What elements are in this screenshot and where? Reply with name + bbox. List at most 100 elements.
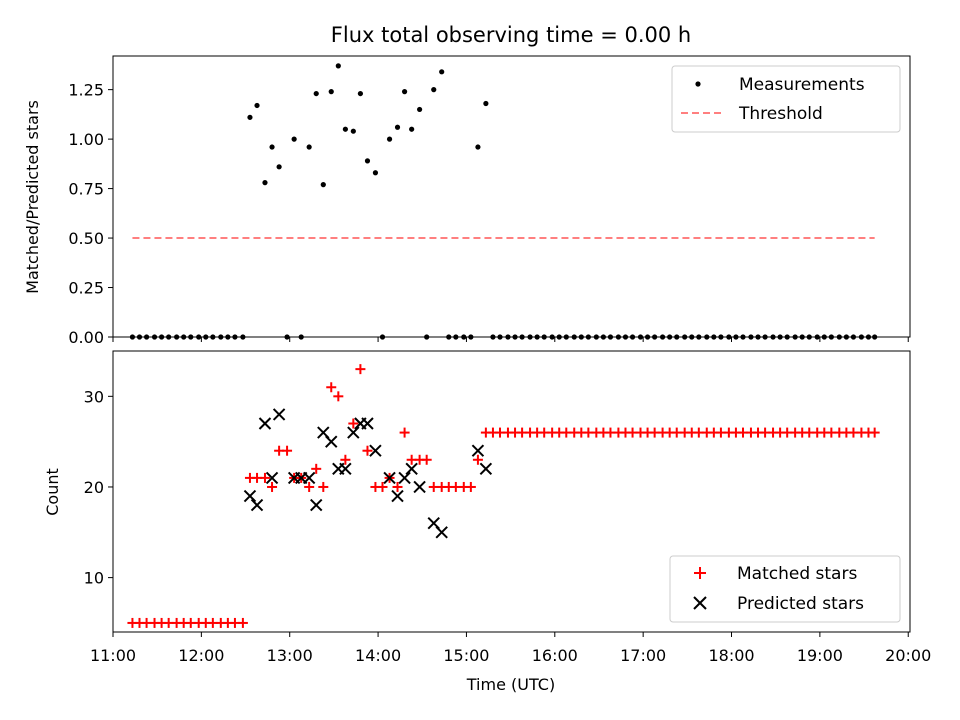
matched-star-point — [318, 481, 329, 492]
predicted-star-point — [265, 471, 279, 485]
matched-star-point — [237, 617, 248, 628]
matched-star-point — [399, 427, 410, 438]
matched-star-point — [304, 481, 315, 492]
bottom-y-tick-label: 20 — [84, 478, 104, 497]
legend-marker-predicted-stars — [693, 596, 707, 610]
measurement-point — [409, 126, 415, 132]
predicted-star-point — [391, 489, 404, 503]
predicted-star-point — [258, 417, 272, 430]
measurement-point — [269, 144, 275, 150]
predicted-star-point — [479, 462, 493, 476]
measurement-point — [357, 90, 364, 97]
predicted-star-point — [471, 444, 485, 457]
matched-star-point — [362, 445, 373, 456]
matched-star-point — [392, 481, 403, 492]
bottom-x-tick-label: 20:00 — [885, 646, 931, 665]
predicted-star-point — [347, 426, 360, 439]
predicted-star-stroke-b — [265, 471, 279, 485]
predicted-star-stroke-b — [339, 462, 352, 476]
top-y-axis-label: Matched/Predicted stars — [23, 100, 42, 294]
matched-star-point — [348, 418, 359, 429]
predicted-star-point — [272, 408, 286, 421]
predicted-star-stroke-b — [398, 471, 411, 485]
predicted-star-stroke-b — [317, 426, 330, 439]
legend-marker-measurements — [695, 81, 701, 87]
bottom-x-tick-label: 18:00 — [708, 646, 754, 665]
measurement-point — [439, 69, 445, 75]
bottom-legend: Matched stars Predicted stars — [669, 555, 901, 623]
legend-label-matched-stars: Matched stars — [737, 564, 857, 584]
predicted-star-stroke-b — [383, 471, 396, 485]
predicted-star-stroke-b — [361, 417, 374, 430]
measurement-point — [262, 180, 268, 186]
top-y-tick-label: 0.50 — [68, 229, 104, 248]
measurement-point — [320, 182, 326, 188]
measurement-point — [350, 128, 356, 134]
matched-star-point — [333, 391, 344, 402]
predicted-star-stroke-b — [302, 471, 316, 485]
predicted-star-stroke-b — [250, 498, 264, 512]
predicted-star-point — [310, 498, 323, 512]
matched-star-point — [259, 472, 270, 483]
measurement-point — [276, 164, 282, 170]
predicted-star-stroke-b — [243, 489, 257, 503]
legend-marker-matched-stars — [694, 567, 706, 579]
bottom-plot-area — [127, 364, 880, 628]
matched-star-point — [355, 364, 366, 375]
measurement-point — [247, 114, 253, 120]
predicted-star-point — [369, 444, 382, 457]
predicted-star-stroke-b — [347, 426, 360, 439]
bottom-x-tick-label: 17:00 — [620, 646, 666, 665]
matched-star-point — [340, 454, 351, 465]
predicted-star-point — [413, 480, 426, 494]
predicted-star-point — [405, 462, 418, 476]
top-y-tick-label: 0.25 — [68, 279, 104, 298]
top-legend: Measurements Threshold — [671, 65, 901, 133]
bottom-x-tick-label: 16:00 — [532, 646, 578, 665]
measurement-point — [254, 102, 260, 109]
predicted-star-point — [250, 498, 264, 512]
bottom-x-axis-label: Time (UTC) — [466, 675, 555, 694]
top-chart-title: Flux total observing time = 0.00 h — [331, 23, 691, 47]
bottom-x-tick-label: 11:00 — [90, 646, 136, 665]
measurement-point — [342, 126, 348, 132]
measurement-point — [328, 89, 334, 95]
measurement-point — [475, 144, 481, 150]
measurement-point — [417, 106, 423, 113]
matched-star-point — [282, 445, 293, 456]
predicted-star-stroke-b — [325, 435, 338, 448]
predicted-star-point — [325, 435, 338, 448]
measurement-point — [401, 89, 408, 95]
matched-star-point — [472, 454, 483, 465]
predicted-star-point — [383, 471, 396, 485]
predicted-star-stroke-b — [310, 498, 323, 512]
bottom-y-tick-label: 30 — [84, 387, 104, 406]
matched-star-point — [326, 382, 337, 393]
top-plot-area — [129, 63, 878, 340]
bottom-x-tick-label: 13:00 — [267, 646, 313, 665]
top-y-tick-label: 0.00 — [68, 328, 104, 347]
bottom-y-tick-label: 10 — [84, 569, 104, 588]
measurement-point — [291, 136, 297, 142]
predicted-star-stroke-b — [369, 444, 382, 457]
predicted-star-point — [435, 526, 448, 539]
matched-star-point — [311, 463, 322, 474]
predicted-star-stroke-b — [471, 444, 485, 457]
measurement-point — [386, 136, 393, 142]
measurement-point — [372, 170, 379, 176]
top-y-tick-label: 1.00 — [68, 130, 104, 149]
predicted-star-stroke-b — [391, 489, 404, 503]
predicted-star-stroke-b — [427, 517, 440, 530]
measurement-point — [335, 63, 341, 69]
predicted-star-stroke-b — [258, 417, 272, 430]
matched-star-point — [869, 427, 880, 438]
legend-label-predicted-stars: Predicted stars — [737, 594, 864, 614]
measurement-point — [483, 100, 489, 107]
bottom-y-axis-label: Count — [43, 468, 62, 516]
measurement-point — [364, 158, 371, 164]
predicted-star-point — [339, 462, 352, 476]
top-y-tick-label: 0.75 — [68, 180, 104, 199]
matched-star-point — [421, 454, 432, 465]
matched-star-point — [267, 481, 278, 492]
